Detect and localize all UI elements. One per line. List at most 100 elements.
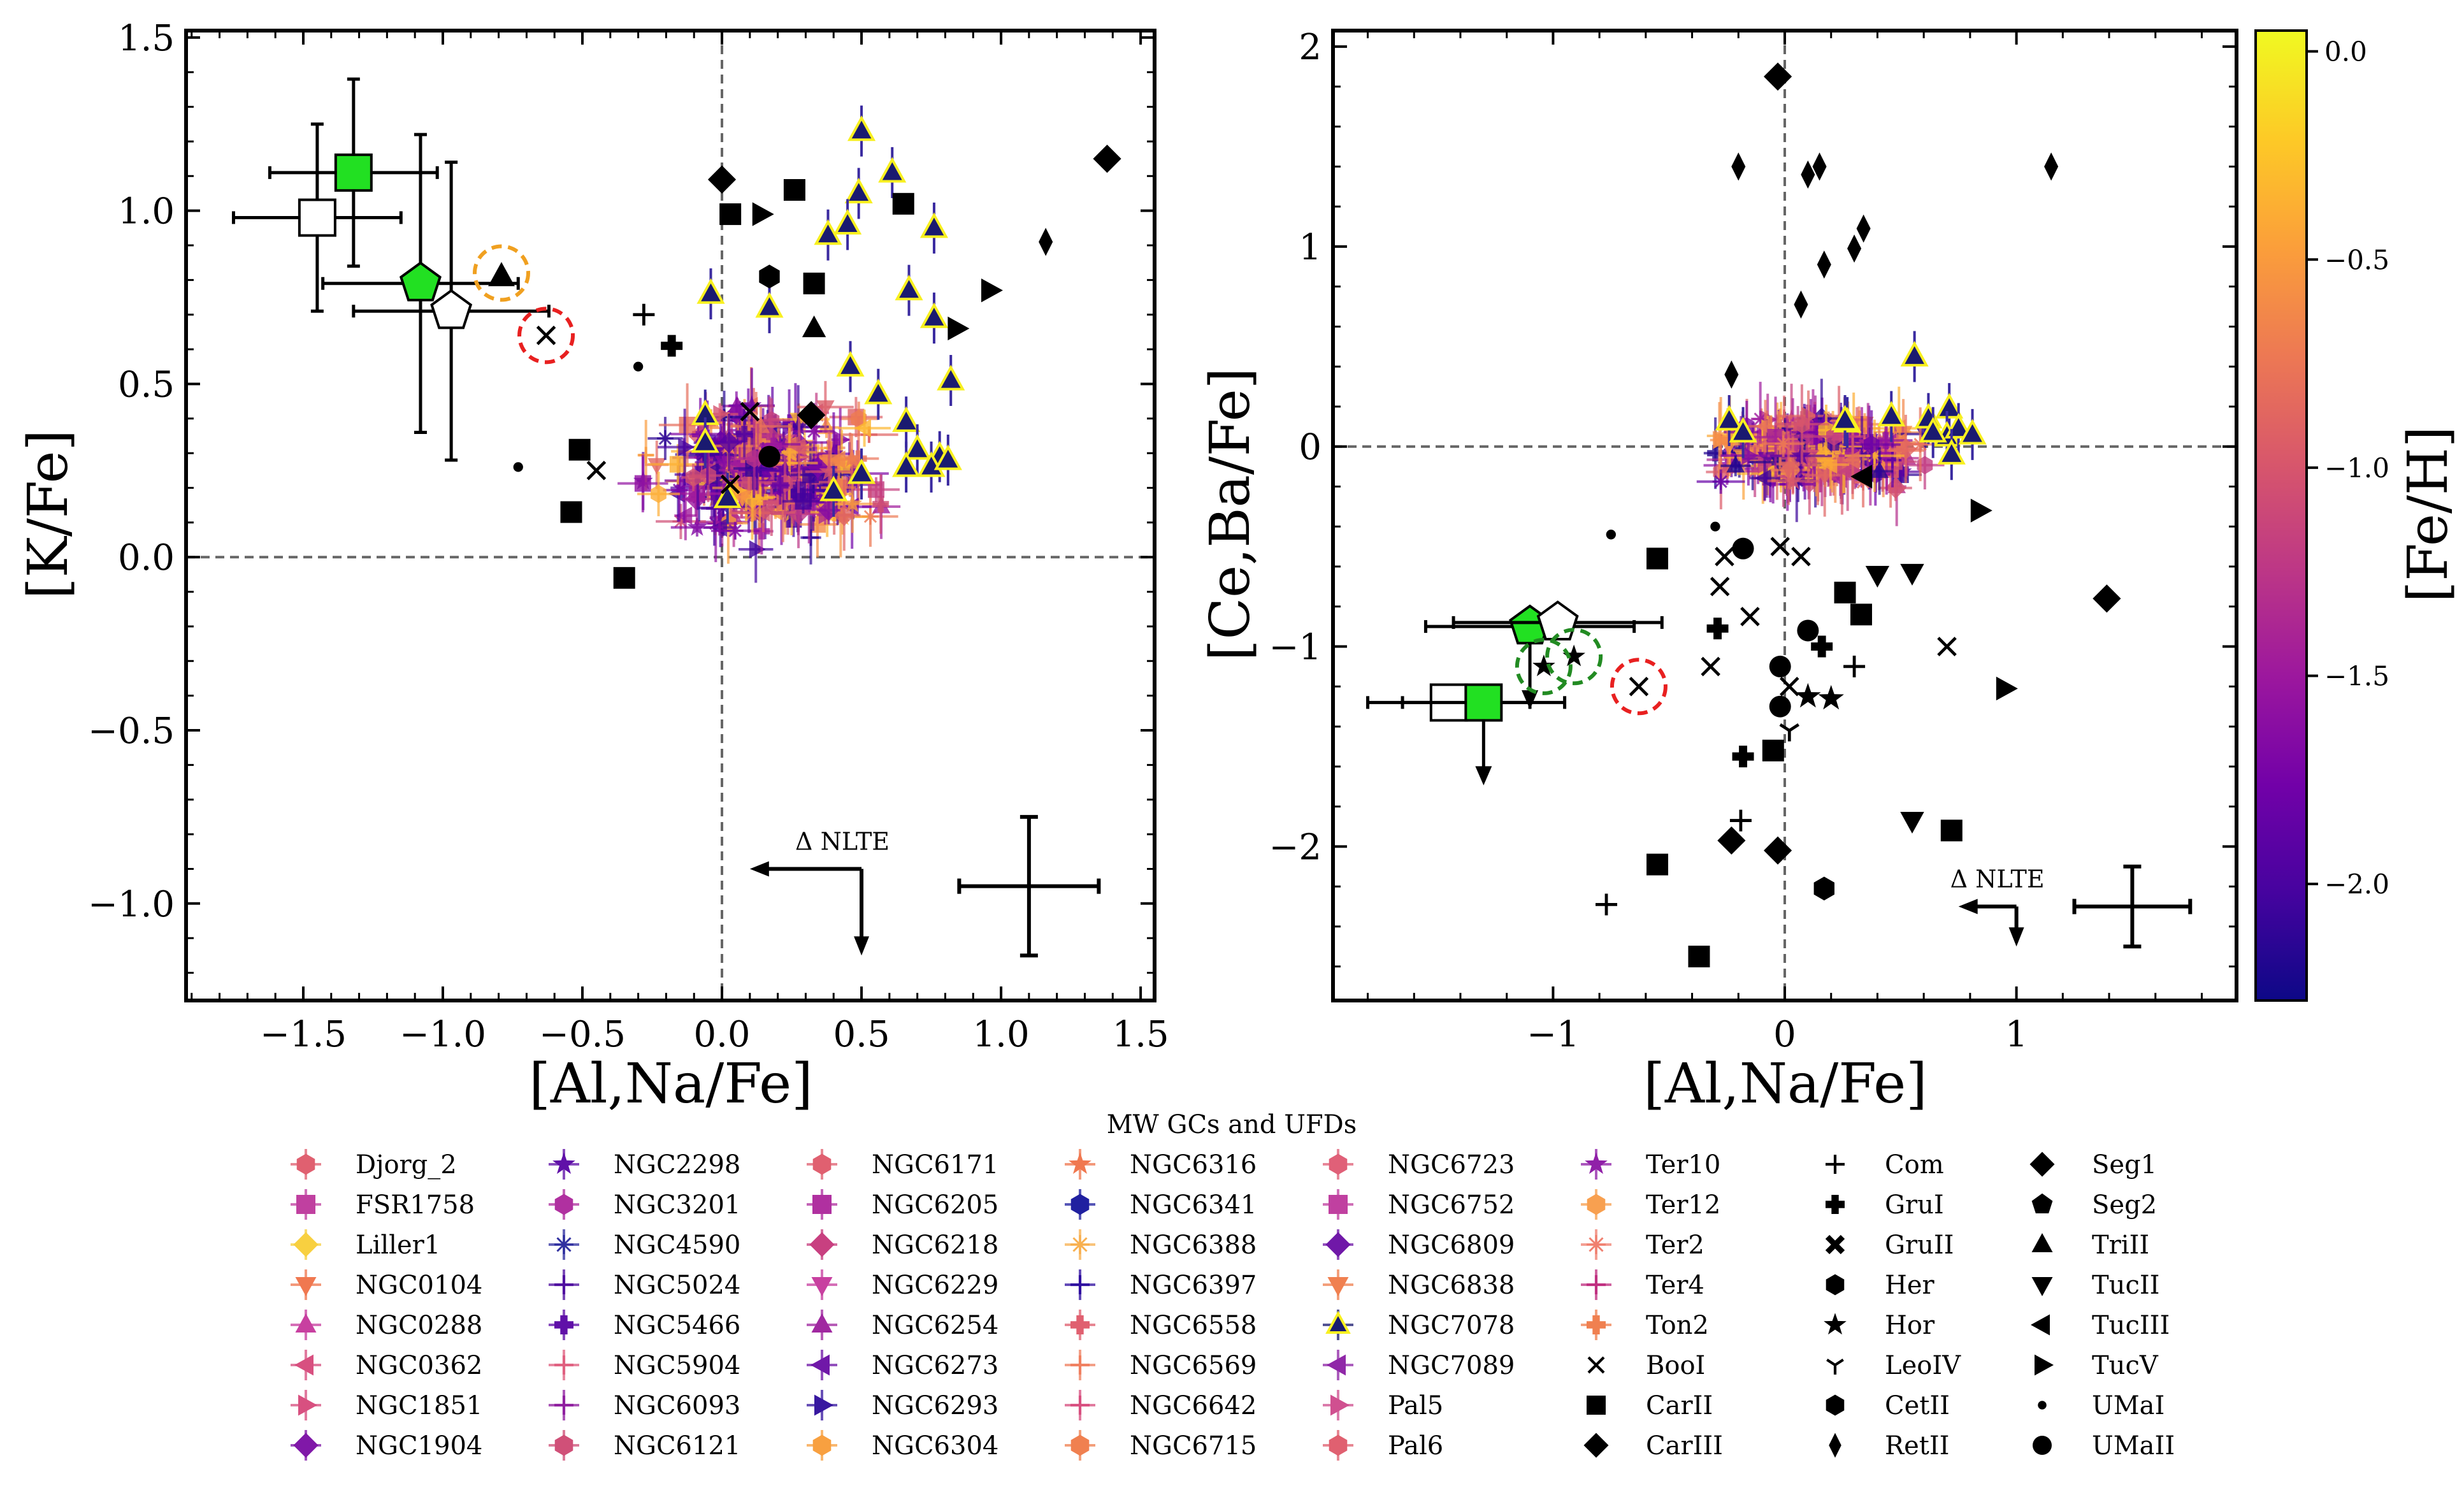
legend-label: NGC6229 (872, 1271, 998, 1300)
legend-item: FSR1758 (291, 1189, 475, 1220)
right-ufd-point (1646, 854, 1668, 876)
right-ufd-point (1711, 578, 1729, 595)
left-ufd-point (1039, 228, 1053, 256)
left-highlight-star (270, 79, 437, 266)
legend-marker (294, 1232, 319, 1257)
legend-item: NGC6229 (807, 1269, 998, 1300)
right-ufd-point (1847, 235, 1861, 263)
left-gc-point (749, 540, 766, 559)
legend-label: NGC4590 (614, 1231, 740, 1260)
left-typical-error (959, 817, 1099, 955)
right-ufd-point (1834, 582, 1856, 603)
right-nlte-arrow-head-x (1959, 899, 1978, 914)
legend-item: TucV (2035, 1351, 2159, 1380)
left-ngc7078-point (894, 409, 918, 431)
legend-marker (814, 1395, 833, 1416)
legend-item: NGC5904 (549, 1350, 740, 1380)
legend-item: Liller1 (291, 1229, 440, 1260)
legend-item: NGC6558 (1065, 1310, 1257, 1340)
legend-marker (1327, 1355, 1346, 1376)
legend-marker (2038, 1401, 2047, 1410)
legend-marker (1071, 1194, 1090, 1215)
right-ufd-point (1764, 62, 1792, 90)
legend-label: CarII (1646, 1391, 1713, 1420)
legend-label: NGC6316 (1130, 1150, 1257, 1180)
legend-item: NGC2298 (549, 1149, 740, 1180)
right-ufd-point (1716, 548, 1733, 565)
right-y-axis-label: [Ce,Ba/Fe] (1199, 368, 1262, 661)
left-xtick-label: 0.5 (833, 1014, 890, 1055)
right-ufd-point (1971, 498, 1992, 522)
legend-marker (554, 1275, 573, 1294)
right-ufd-point (1850, 603, 1872, 625)
legend-marker (1827, 1237, 1843, 1252)
left-xtick-label: −1.5 (260, 1014, 347, 1055)
legend-item: Djorg_2 (291, 1149, 457, 1180)
legend-marker (2032, 1277, 2053, 1296)
legend-item: NGC5466 (549, 1310, 740, 1340)
legend-item: Ter12 (1581, 1189, 1720, 1220)
right-ufd-point (1762, 740, 1784, 762)
right-ufd-point (2044, 152, 2058, 180)
legend-marker (2032, 1194, 2053, 1213)
legend-item: Seg2 (2032, 1190, 2158, 1220)
left-data-points: Δ NLTE (186, 31, 1155, 1000)
legend-item: NGC6388 (1065, 1229, 1257, 1260)
right-ufd-point (1941, 820, 1963, 841)
left-ufd-point (560, 502, 582, 523)
legend-marker (554, 1315, 573, 1334)
left-highlight-marker (432, 291, 471, 328)
legend-label: TriII (2092, 1231, 2149, 1260)
legend-item: NGC6254 (807, 1310, 998, 1340)
left-ufd-point (614, 567, 635, 589)
legend-label: NGC6397 (1130, 1271, 1257, 1300)
legend-item: NGC6121 (549, 1430, 740, 1461)
right-xtick-label: 1 (2005, 1014, 2028, 1055)
legend-marker (813, 1154, 832, 1175)
legend-label: NGC6293 (872, 1391, 998, 1420)
legend-label: NGC6558 (1130, 1311, 1257, 1340)
left-xtick-label: −0.5 (539, 1014, 626, 1055)
legend-marker (1587, 1396, 1606, 1415)
legend-item: Ter4 (1581, 1269, 1704, 1300)
legend-marker (1826, 1155, 1845, 1174)
legend-label: NGC1851 (356, 1391, 482, 1420)
legend-marker (1328, 1313, 1349, 1333)
legend-marker (555, 1435, 573, 1456)
legend-item: NGC6293 (807, 1390, 998, 1420)
legend-item: NGC6809 (1323, 1229, 1515, 1260)
right-ufd-point (1769, 696, 1791, 718)
legend-marker (813, 1435, 832, 1456)
legend-item: Com (1826, 1150, 1944, 1180)
left-panel: Δ NLTE −1.5−1.0−0.50.00.51.01.5−1.0−0.50… (17, 18, 1169, 1116)
left-ufd-point (947, 317, 969, 340)
left-ufd-point (719, 203, 741, 225)
right-xtick-label: 0 (1773, 1014, 1796, 1055)
legend-label: NGC6838 (1388, 1271, 1515, 1300)
right-ufd-point (1817, 250, 1831, 278)
legend-label: Ter10 (1646, 1150, 1720, 1180)
legend-label: Ter4 (1646, 1271, 1704, 1300)
right-typical-error (2074, 867, 2190, 947)
legend-marker (555, 1194, 573, 1215)
legend-item: UMaI (2038, 1391, 2165, 1420)
legend-item: NGC4590 (549, 1229, 740, 1260)
left-xtick-label: 1.5 (1113, 1014, 1169, 1055)
legend-marker (2033, 1436, 2052, 1455)
left-xtick-label: 1.0 (973, 1014, 1030, 1055)
legend-marker (1827, 1360, 1843, 1375)
legend-marker (2035, 1355, 2054, 1376)
right-ufd-point (1819, 685, 1844, 709)
right-ufd-point (1795, 683, 1820, 707)
legend-items: Djorg_2FSR1758Liller1NGC0104NGC0288NGC03… (291, 1149, 2175, 1461)
legend-marker (1584, 1433, 1609, 1458)
legend-item: TucIII (2031, 1311, 2170, 1340)
legend-item: NGC7078 (1323, 1310, 1515, 1340)
right-highlight-marker (1466, 684, 1501, 720)
legend-label: CarIII (1646, 1431, 1723, 1461)
left-highlight-star (537, 327, 554, 344)
left-ufd-point (633, 304, 654, 326)
legend-marker (812, 1313, 833, 1333)
legend-item: Her (1826, 1271, 1935, 1300)
right-ufd-point (1646, 547, 1668, 569)
